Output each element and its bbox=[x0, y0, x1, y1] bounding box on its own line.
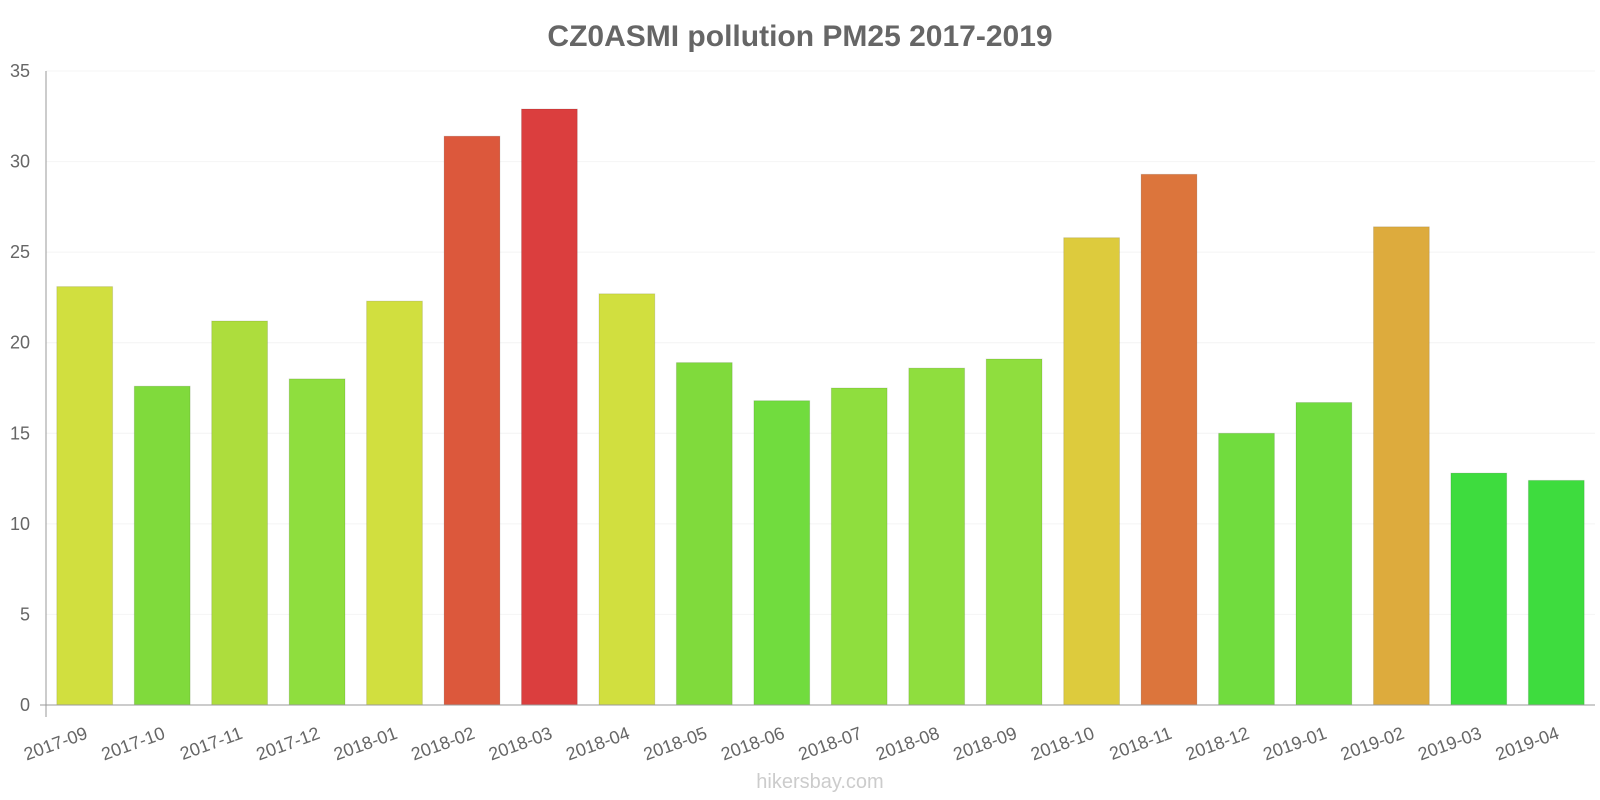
x-tick-label-2018-01: 2018-01 bbox=[331, 723, 400, 764]
bar-2019-04 bbox=[1527, 479, 1585, 706]
axes bbox=[40, 71, 1595, 717]
x-tick-label-2019-01: 2019-01 bbox=[1260, 723, 1329, 764]
bar-2017-12 bbox=[288, 378, 346, 706]
x-tick-label-2018-07: 2018-07 bbox=[796, 723, 865, 764]
bar-2018-11 bbox=[1140, 173, 1198, 706]
bar-2019-02 bbox=[1373, 226, 1430, 706]
x-tick-label-2017-11: 2017-11 bbox=[177, 723, 245, 764]
x-tick-label-2018-10: 2018-10 bbox=[1028, 723, 1097, 764]
x-tick-label-2018-09: 2018-09 bbox=[951, 723, 1020, 764]
bar-2018-09 bbox=[985, 358, 1043, 706]
bar-2017-11 bbox=[211, 320, 268, 706]
x-tick-label-2017-10: 2017-10 bbox=[99, 723, 168, 764]
bar-2018-01 bbox=[366, 300, 423, 706]
chart-title: CZ0ASMI pollution PM25 2017-2019 bbox=[547, 20, 1052, 53]
x-tick-label-2018-08: 2018-08 bbox=[873, 723, 942, 764]
bar-2018-10 bbox=[1063, 237, 1120, 706]
x-tick-label-2019-04: 2019-04 bbox=[1493, 723, 1562, 764]
y-tick-label-15: 15 bbox=[10, 423, 30, 443]
x-tick-label-2017-12: 2017-12 bbox=[254, 723, 323, 764]
x-tick-label-2019-02: 2019-02 bbox=[1338, 723, 1407, 764]
y-axis-ticks: 0 5 10 15 20 25 30 35 bbox=[10, 61, 30, 715]
x-tick-label-2018-03: 2018-03 bbox=[486, 723, 555, 764]
x-tick-label-2018-05: 2018-05 bbox=[641, 723, 710, 764]
bar-2018-08 bbox=[908, 367, 966, 706]
watermark: hikersbay.com bbox=[756, 771, 883, 793]
y-tick-label-35: 35 bbox=[10, 61, 30, 81]
x-tick-label-2019-03: 2019-03 bbox=[1415, 723, 1484, 764]
x-tick-label-2018-02: 2018-02 bbox=[408, 723, 477, 764]
bar-2019-01 bbox=[1295, 402, 1353, 706]
x-tick-label-2018-11: 2018-11 bbox=[1107, 723, 1175, 764]
bar-2018-07 bbox=[830, 387, 888, 706]
x-tick-label-2018-06: 2018-06 bbox=[718, 723, 787, 764]
x-tick-label-2018-04: 2018-04 bbox=[563, 723, 632, 764]
bar-2019-03 bbox=[1450, 472, 1508, 706]
bar-2018-02 bbox=[443, 135, 501, 706]
y-tick-label-30: 30 bbox=[10, 152, 30, 172]
bar-2018-03 bbox=[521, 108, 578, 706]
bar-2018-12 bbox=[1218, 432, 1275, 706]
y-tick-label-5: 5 bbox=[20, 604, 30, 624]
bar-2017-09 bbox=[56, 286, 114, 706]
bar-2018-06 bbox=[753, 400, 811, 706]
y-tick-label-0: 0 bbox=[20, 695, 30, 715]
y-tick-label-20: 20 bbox=[10, 333, 30, 353]
x-tick-label-2018-12: 2018-12 bbox=[1183, 723, 1252, 764]
x-axis-ticks: 2017-09 2017-10 2017-11 2017-12 2018-01 2018-… bbox=[21, 723, 1561, 764]
bars bbox=[56, 108, 1585, 706]
x-tick-label-2017-09: 2017-09 bbox=[21, 723, 90, 764]
y-tick-label-10: 10 bbox=[10, 514, 30, 534]
bar-2017-10 bbox=[133, 385, 191, 706]
y-tick-label-25: 25 bbox=[10, 242, 30, 262]
bar-2018-04 bbox=[598, 293, 656, 706]
bar-2018-05 bbox=[675, 362, 733, 706]
grid-lines bbox=[46, 70, 1595, 615]
